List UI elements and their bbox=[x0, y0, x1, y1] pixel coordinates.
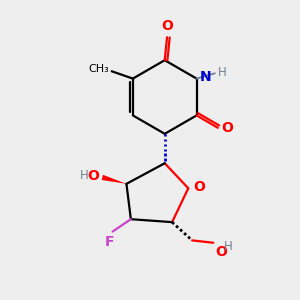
Text: N: N bbox=[200, 70, 211, 84]
Text: O: O bbox=[87, 169, 99, 183]
Polygon shape bbox=[102, 175, 126, 184]
Text: H: H bbox=[218, 66, 226, 79]
Text: O: O bbox=[162, 19, 174, 33]
Text: H: H bbox=[224, 240, 233, 253]
Text: H: H bbox=[80, 169, 89, 182]
Text: O: O bbox=[194, 179, 206, 194]
Text: F: F bbox=[105, 235, 114, 248]
Text: O: O bbox=[221, 122, 233, 135]
Text: O: O bbox=[215, 244, 227, 259]
Text: CH₃: CH₃ bbox=[88, 64, 109, 74]
